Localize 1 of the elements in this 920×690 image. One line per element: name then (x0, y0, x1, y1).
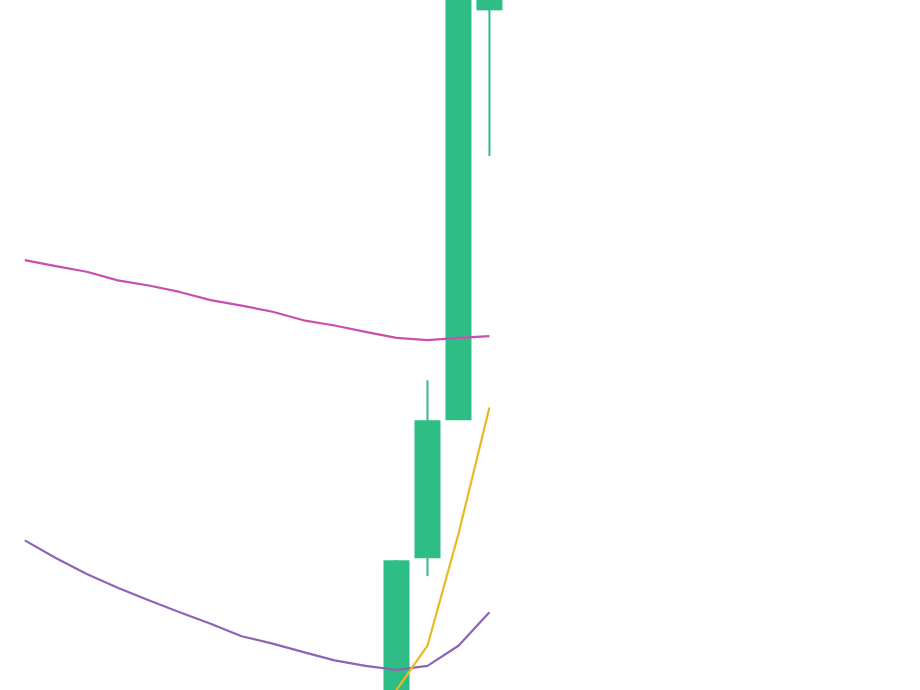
candlestick (476, 0, 503, 157)
